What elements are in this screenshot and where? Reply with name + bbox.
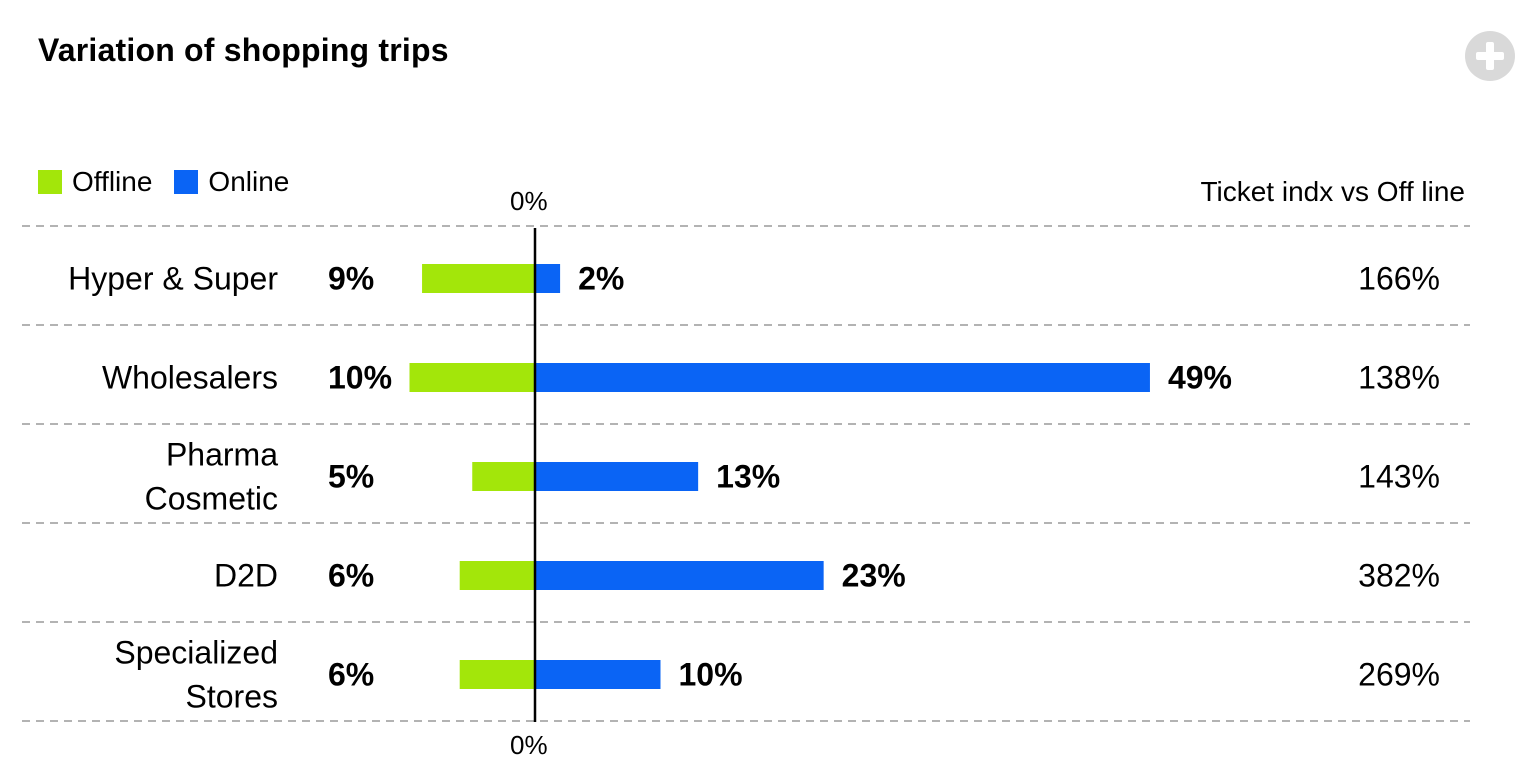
legend-label-offline: Offline bbox=[72, 166, 153, 197]
offline-value-label: 5% bbox=[328, 459, 374, 495]
category-label: Wholesalers bbox=[102, 360, 278, 396]
legend: Offline Online bbox=[38, 166, 311, 198]
category-label: Pharma Cosmetic bbox=[145, 437, 279, 517]
online-bar bbox=[535, 462, 699, 491]
ticket-index-value: 382% bbox=[1358, 558, 1440, 594]
category-label: Specialized Stores bbox=[114, 635, 278, 715]
ticket-index-value: 138% bbox=[1358, 360, 1440, 396]
online-value-label: 10% bbox=[679, 657, 743, 693]
legend-swatch-online bbox=[174, 170, 199, 194]
offline-bar bbox=[409, 363, 535, 392]
offline-bar bbox=[459, 561, 535, 590]
online-value-label: 2% bbox=[578, 261, 624, 297]
offline-value-label: 10% bbox=[328, 360, 392, 396]
ticket-index-value: 269% bbox=[1358, 657, 1440, 693]
legend-swatch-offline bbox=[38, 170, 62, 194]
category-label: Hyper & Super bbox=[68, 261, 278, 297]
offline-bar bbox=[459, 660, 535, 689]
ticket-index-value: 143% bbox=[1358, 459, 1440, 495]
offline-value-label: 9% bbox=[328, 261, 374, 297]
online-value-label: 13% bbox=[716, 459, 780, 495]
category-label: D2D bbox=[214, 558, 278, 594]
online-value-label: 23% bbox=[842, 558, 906, 594]
offline-bar bbox=[472, 462, 535, 491]
legend-label-online: Online bbox=[208, 166, 290, 197]
online-bar bbox=[535, 561, 824, 590]
ticket-index-header: Ticket indx vs Off line bbox=[1200, 176, 1465, 207]
plus-icon-vertical bbox=[1486, 42, 1494, 70]
zero-axis-label-bottom: 0% bbox=[510, 730, 548, 760]
chart-title: Variation of shopping trips bbox=[38, 32, 449, 68]
online-bar bbox=[535, 660, 661, 689]
add-button[interactable] bbox=[1465, 31, 1515, 81]
zero-axis-label-top: 0% bbox=[510, 186, 548, 216]
offline-value-label: 6% bbox=[328, 657, 374, 693]
legend-item-offline: Offline bbox=[38, 166, 152, 198]
legend-item-online: Online bbox=[174, 166, 289, 198]
offline-bar bbox=[422, 264, 535, 293]
offline-value-label: 6% bbox=[328, 558, 374, 594]
online-bar bbox=[535, 264, 561, 293]
ticket-index-value: 166% bbox=[1358, 261, 1440, 297]
online-bar bbox=[535, 363, 1150, 392]
online-value-label: 49% bbox=[1168, 360, 1232, 396]
